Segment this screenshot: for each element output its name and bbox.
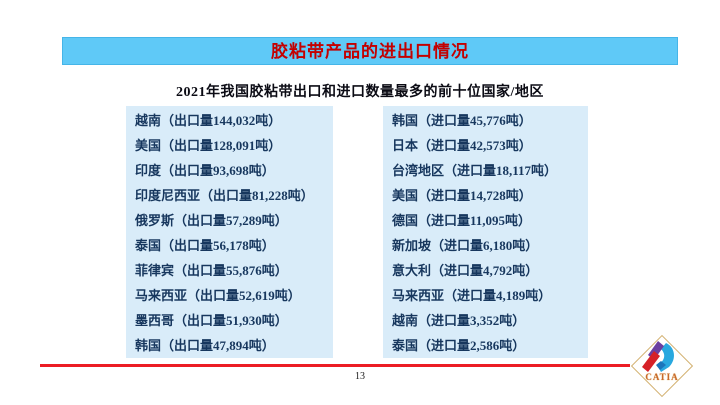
import-list-item: 德国（进口量11,095吨） — [392, 213, 532, 228]
import-list-item: 新加坡（进口量6,180吨） — [392, 238, 539, 253]
import-list-item: 韩国（进口量45,776吨） — [392, 113, 532, 128]
slide-title-bar: 胶粘带产品的进出口情况 — [62, 37, 678, 65]
slide-subtitle: 2021年我国胶粘带出口和进口数量最多的前十位国家/地区 — [176, 85, 544, 100]
footer-divider-line — [40, 364, 630, 367]
page-number: 13 — [355, 371, 365, 382]
export-list-item: 泰国（出口量56,178吨） — [135, 238, 275, 253]
import-list-item: 泰国（进口量2,586吨） — [392, 338, 526, 353]
import-list-item: 日本（进口量42,573吨） — [392, 138, 532, 153]
import-list-box: 韩国（进口量45,776吨） 日本（进口量42,573吨） 台湾地区（进口量18… — [383, 106, 588, 358]
catia-logo-text: CATIA — [645, 372, 679, 382]
import-list-item: 美国（进口量14,728吨） — [392, 188, 532, 203]
import-list-item: 马来西亚（进口量4,189吨） — [392, 288, 552, 303]
export-list-item: 美国（出口量128,091吨） — [135, 138, 282, 153]
import-list-item: 意大利（进口量4,792吨） — [392, 263, 539, 278]
export-list-item: 印度尼西亚（出口量81,228吨） — [135, 188, 314, 203]
export-list-item: 印度（出口量93,698吨） — [135, 163, 275, 178]
import-list-item: 越南（进口量3,352吨） — [392, 313, 526, 328]
export-list-item: 越南（出口量144,032吨） — [135, 113, 282, 128]
catia-logo: CATIA — [630, 334, 694, 398]
page-title: 胶粘带产品的进出口情况 — [271, 41, 469, 61]
catia-logo-icon — [642, 341, 675, 372]
export-list-item: 俄罗斯（出口量57,289吨） — [135, 213, 288, 228]
export-list-item: 菲律宾（出口量55,876吨） — [135, 263, 288, 278]
export-list-item: 韩国（出口量47,894吨） — [135, 338, 275, 353]
export-list-item: 墨西哥（出口量51,930吨） — [135, 313, 288, 328]
export-list-box: 越南（出口量144,032吨） 美国（出口量128,091吨） 印度（出口量93… — [126, 106, 333, 358]
export-list-item: 马来西亚（出口量52,619吨） — [135, 288, 301, 303]
import-list-item: 台湾地区（进口量18,117吨） — [392, 163, 558, 178]
